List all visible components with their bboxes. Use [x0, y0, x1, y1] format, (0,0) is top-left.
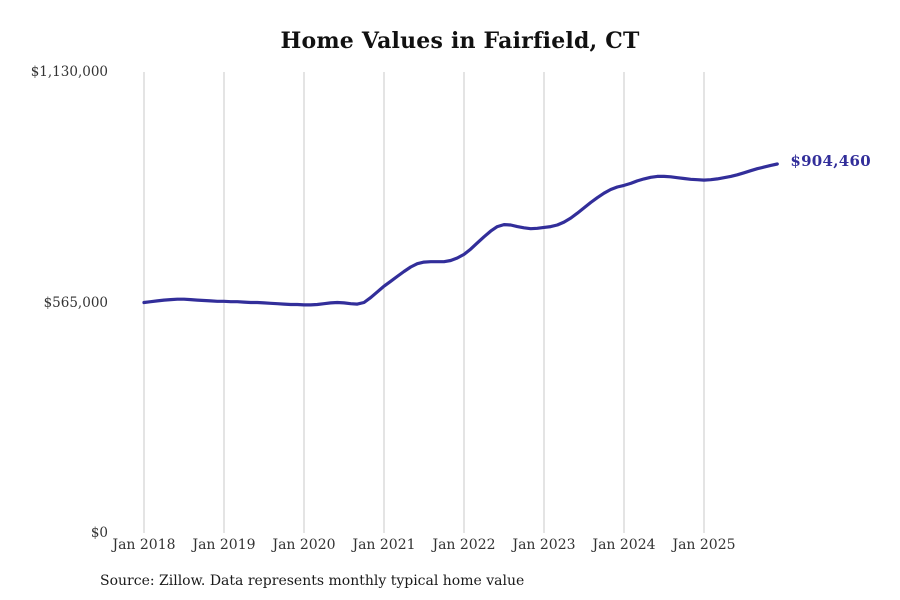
x-tick-label: Jan 2023 — [512, 537, 576, 553]
x-tick-label: Jan 2025 — [672, 537, 736, 553]
chart-title: Home Values in Fairfield, CT — [280, 28, 640, 54]
x-tick-label: Jan 2019 — [192, 537, 256, 553]
x-tick-label: Jan 2024 — [592, 537, 656, 553]
y-tick-label: $0 — [90, 525, 108, 541]
y-tick-label: $565,000 — [43, 294, 108, 311]
x-tick-label: Jan 2020 — [272, 537, 336, 553]
x-tick-label: Jan 2021 — [352, 537, 416, 553]
x-tick-label: Jan 2022 — [432, 537, 496, 553]
y-tick-label: $1,130,000 — [30, 64, 108, 80]
x-tick-label: Jan 2018 — [112, 537, 176, 553]
home-value-line — [142, 162, 779, 307]
last-value-label: $904,460 — [790, 152, 872, 170]
source-note: Source: Zillow. Data represents monthly … — [100, 573, 525, 589]
